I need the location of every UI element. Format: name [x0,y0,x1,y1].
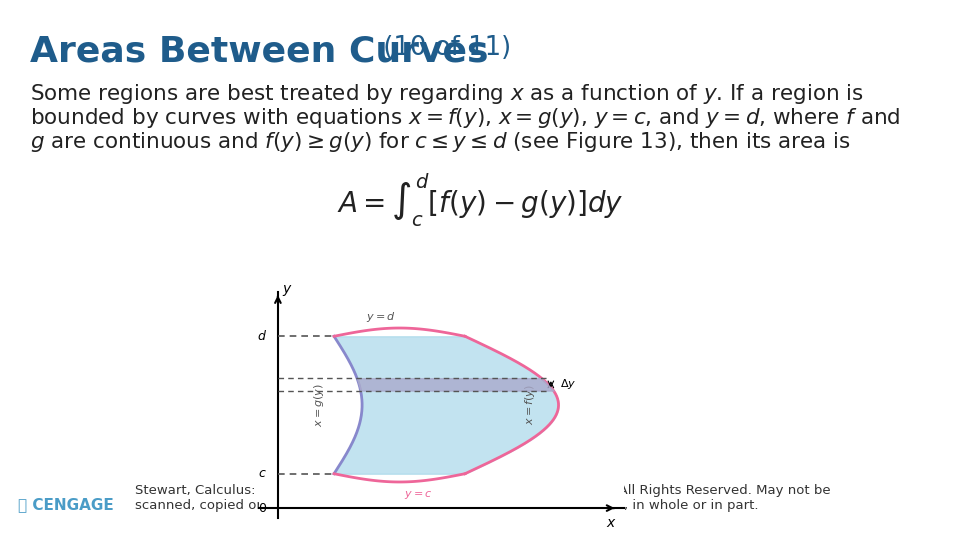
Text: Figure 13: Figure 13 [432,472,528,490]
Text: $\Delta y$: $\Delta y$ [561,377,577,392]
Text: $g$ are continuous and $f(y) \geq g(y)$ for $c \leq y \leq d$ (see Figure 13), t: $g$ are continuous and $f(y) \geq g(y)$ … [30,130,851,154]
Text: $x = f(y)$: $x = f(y)$ [523,384,538,426]
Text: $d$: $d$ [256,329,267,343]
Text: $x$: $x$ [606,516,616,530]
Text: bounded by curves with equations $x = f(y)$, $x = g(y)$, $y = c$, and $y = d$, w: bounded by curves with equations $x = f(… [30,106,900,130]
Text: Some regions are best treated by regarding $x$ as a function of $y$. If a region: Some regions are best treated by regardi… [30,82,864,106]
Text: $y$: $y$ [281,284,293,299]
Text: $x = g(y)$: $x = g(y)$ [312,383,326,427]
Text: Areas Between Curves: Areas Between Curves [30,35,489,69]
Text: ✨ CENGAGE: ✨ CENGAGE [18,497,113,512]
Text: (10 of 11): (10 of 11) [375,35,512,61]
Text: $y = d$: $y = d$ [366,310,396,324]
Text: $A = \int_c^d\left[f(y) - g(y)\right]dy$: $A = \int_c^d\left[f(y) - g(y)\right]dy$ [337,172,623,229]
Text: $0$: $0$ [257,502,267,515]
Text: Stewart, Calculus: Early Transcendentals, 8th Edition. © 2016 Cengage. All Right: Stewart, Calculus: Early Transcendentals… [135,484,830,512]
Text: $y = c$: $y = c$ [404,489,432,501]
Text: $c$: $c$ [258,467,267,480]
